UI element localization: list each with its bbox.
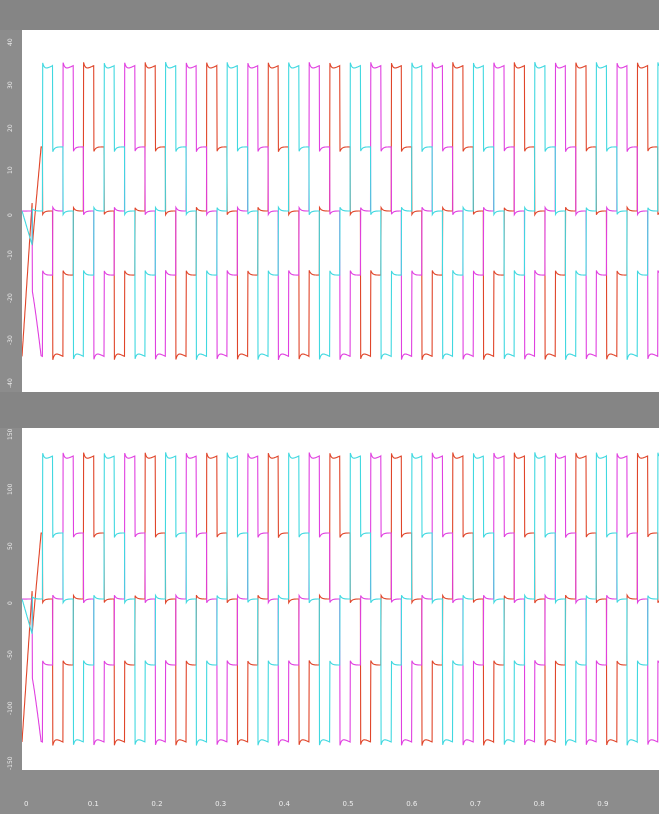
x-tick-label: 0.4 [278, 800, 290, 808]
y-tick-label: 0 [7, 601, 14, 605]
y-tick-label: -30 [7, 335, 14, 346]
y-tick-label: 30 [7, 81, 14, 89]
y-tick-label: 0 [7, 213, 14, 217]
x-tick-label: 0.9 [597, 800, 609, 808]
x-tick-label: 0.2 [151, 800, 163, 808]
y-tick-label: 20 [7, 123, 14, 132]
x-tick-label: 0.3 [215, 800, 227, 808]
x-tick-label: 0.8 [533, 800, 545, 808]
waveform-series-2 [22, 62, 659, 361]
plot-separator [0, 392, 659, 428]
y-tick-label: 150 [7, 428, 14, 440]
waveform-series-2 [22, 452, 659, 746]
y-tick-label: -100 [7, 701, 14, 715]
x-tick-label: 0.6 [406, 800, 418, 808]
upper-plot-area [22, 30, 659, 392]
y-tick-label: 100 [7, 483, 14, 495]
lower-waveform-chart [22, 452, 659, 746]
waveform-series-1 [22, 452, 659, 746]
x-tick-label: 0.1 [87, 800, 99, 808]
y-tick-label: -50 [7, 650, 14, 660]
y-tick-label: -10 [7, 249, 14, 260]
upper-waveform-chart [22, 61, 659, 361]
lower-plot-area [22, 428, 659, 770]
waveform-series-3 [22, 452, 659, 746]
x-tick-label: 0 [24, 800, 29, 808]
x-tick-label: 0.5 [342, 800, 354, 808]
y-tick-label: -40 [7, 378, 14, 388]
y-tick-label: 50 [7, 542, 14, 550]
waveform-series-1 [22, 62, 659, 360]
waveform-series-3 [22, 61, 659, 360]
y-tick-label: -20 [7, 292, 14, 303]
y-tick-label: 10 [7, 166, 14, 175]
y-tick-label: -150 [7, 756, 14, 770]
y-tick-label: 40 [7, 38, 14, 46]
x-tick-label: 0.7 [469, 800, 482, 808]
top-bar [0, 0, 659, 30]
